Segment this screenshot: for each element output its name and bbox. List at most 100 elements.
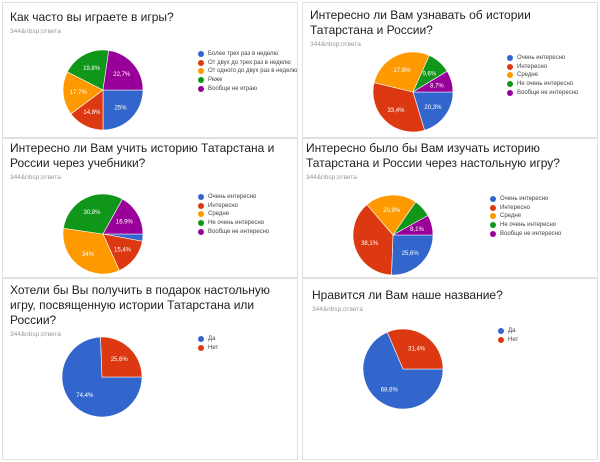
slice-label: 20,9% [383,208,401,214]
legend-item: Не очень интересно [198,219,269,228]
slice-label: 30,8% [84,210,102,216]
legend-label: Интересно [517,63,547,70]
legend: Да Нет [198,335,218,352]
legend-dot-icon [198,228,204,235]
pie-slice [386,328,444,370]
pie-slice [391,234,434,276]
pie-chart: 25,6% 38,1% 20,9% 8,1% [352,194,434,276]
legend-item: Нет [198,344,218,353]
response-count: 344&nbsp;ответа [310,41,361,48]
chart-header: Интересно ли Вам учить историю Татарстан… [10,141,290,182]
legend-item: От двух до трех раз в неделю [198,59,297,68]
legend-dot-icon [198,211,204,218]
legend: Очень интересно Интересно Средне Не очень и… [507,54,578,97]
legend-dot-icon [198,194,204,201]
legend-dot-icon [198,77,204,84]
slice-label: 34% [82,252,95,258]
legend: Более трех раз в неделю От двух до трех р… [198,50,297,93]
pie-slice [352,204,394,276]
slice-label: 16,9% [116,219,134,225]
pie-slice [391,215,434,236]
legend-item: Средне [507,71,578,80]
legend-label: Вообще не интересно [500,230,562,237]
chart-header: Интересно ли Вам узнавать об истории Тат… [310,8,594,49]
legend-label: Не очень интересно [208,220,265,227]
slice-label: 25% [115,106,128,112]
legend-item: От одного до двух раз в неделю [198,67,297,76]
slice-label: 25,6% [402,251,420,257]
legend-label: Средне [500,213,522,220]
legend-label: Очень интересно [517,55,566,62]
slice-label: 68,6% [381,388,399,394]
legend-dot-icon [498,328,504,335]
legend-dot-icon [507,81,513,88]
legend-label: От одного до двух раз в неделю [208,68,298,75]
legend-item: Очень интересно [507,54,578,63]
legend-label: Средне [208,211,230,218]
slice-label: 38,1% [361,241,379,247]
legend-item: Реже [198,76,297,85]
response-count: 344&nbsp;ответа [10,174,61,181]
legend-item: Средне [198,210,269,219]
legend-label: Очень интересно [208,194,257,201]
legend-dot-icon [198,336,204,343]
legend-dot-icon [198,202,204,209]
chart-title: Интересно ли Вам узнавать об истории Тат… [310,8,531,37]
chart-title: Как часто вы играете в игры? [10,10,174,24]
legend-label: Не очень интересно [517,81,574,88]
legend-dot-icon [198,344,204,351]
chart-title: Интересно ли Вам учить историю Татарстан… [10,141,275,170]
slice-label: 8,7% [430,83,444,89]
legend-item: Интересно [490,204,561,213]
response-count: 344&nbsp;ответа [10,28,61,35]
pie-chart: 68,6% 31,4% [362,328,444,410]
legend-label: Нет [508,336,519,343]
legend-dot-icon [198,51,204,58]
legend-dot-icon [490,204,496,211]
response-count: 344&nbsp;ответа [306,174,357,181]
legend-label: Более трех раз в неделю [208,51,278,58]
legend-label: Нет [208,344,219,351]
legend-item: Нет [498,336,518,345]
chart-card [2,2,298,138]
legend-dot-icon [490,213,496,220]
legend-label: Не очень интересно [500,222,557,229]
pie-slice [63,193,123,235]
pie-slice [372,82,425,133]
legend-item: Интересно [198,202,269,211]
legend-item: Да [498,327,518,336]
legend-item: Вообще не играю [198,84,297,93]
chart-card [302,278,598,460]
chart-header: Интересно было бы Вам изучать историю Та… [306,141,594,182]
legend-dot-icon [198,220,204,227]
pie-slice [373,51,430,93]
legend-dot-icon [490,222,496,229]
legend-dot-icon [507,89,513,96]
pie-chart: 25% 14,8% 17,7% 19,8% 22,7% [62,49,144,131]
legend-label: Очень интересно [500,196,549,203]
pie-slice [100,336,143,378]
legend: Очень интересно Интересно Средне Не очень и… [198,193,269,236]
legend-dot-icon [507,72,513,79]
slice-label: 27,9% [394,68,412,74]
pie-chart: 15,4% 34% 30,8% 16,9% [62,193,144,275]
response-count: 344&nbsp;ответа [10,331,61,338]
legend-dot-icon [507,63,513,70]
chart-card [2,278,298,460]
legend-label: Интересно [500,204,530,211]
chart-card [302,138,598,278]
legend-item: Вообще не интересно [507,88,578,97]
pie-slice [362,331,444,410]
slice-label: 8,1% [410,227,424,233]
legend-dot-icon [198,68,204,75]
legend-dot-icon [490,196,496,203]
pie-slice [366,194,417,236]
legend-item: Не очень интересно [507,80,578,89]
legend-item: Средне [490,212,561,221]
legend-label: Да [208,336,216,343]
pie-chart: 20,3% 33,4% 27,9% 9,6% 8,7% [372,51,454,133]
pie-slice [66,49,110,91]
legend-dot-icon [198,59,204,66]
pie-slice [62,71,104,115]
legend-label: Вообще не играю [208,85,258,92]
